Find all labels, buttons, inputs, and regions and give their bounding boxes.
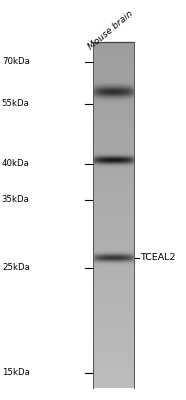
Text: 55kDa: 55kDa <box>2 100 30 108</box>
Text: 35kDa: 35kDa <box>2 196 30 204</box>
Text: 40kDa: 40kDa <box>2 160 30 168</box>
Text: Mouse brain: Mouse brain <box>86 9 135 52</box>
Text: 25kDa: 25kDa <box>2 264 30 272</box>
Text: 70kDa: 70kDa <box>2 58 30 66</box>
Text: 15kDa: 15kDa <box>2 368 30 377</box>
Text: TCEAL2: TCEAL2 <box>140 254 176 262</box>
